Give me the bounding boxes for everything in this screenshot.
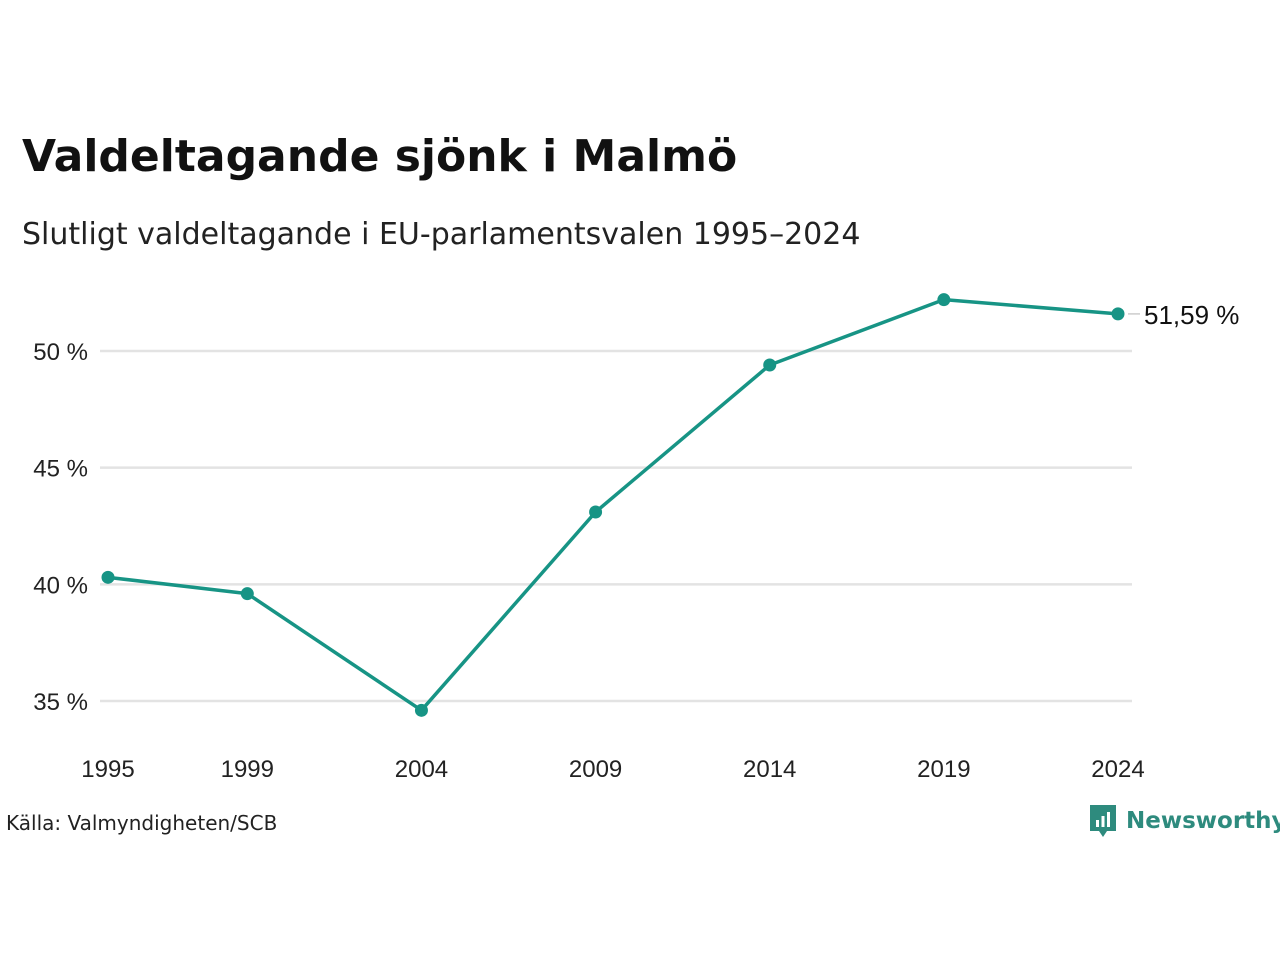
- data-point: [414, 703, 428, 717]
- y-tick-label: 40 %: [33, 572, 88, 599]
- end-value-label: 51,59 %: [1144, 300, 1239, 330]
- series: 51,59 %: [101, 293, 1239, 717]
- data-point: [240, 587, 254, 601]
- x-tick-label: 1995: [81, 756, 134, 783]
- brand-name: Newsworthy: [1126, 808, 1280, 834]
- x-axis-labels: 1995 1999 2004 2009 2014 2019 2024: [81, 756, 1144, 783]
- newsworthy-logo-icon: [1090, 805, 1116, 837]
- data-point: [937, 293, 951, 307]
- y-axis-labels: 35 % 40 % 45 % 50 %: [33, 339, 88, 716]
- data-point: [101, 570, 115, 584]
- data-point: [763, 358, 777, 372]
- data-point: [1111, 307, 1125, 321]
- x-tick-label: 2004: [395, 756, 448, 783]
- gridlines: [100, 349, 1132, 703]
- x-tick-label: 1999: [221, 756, 274, 783]
- y-tick-label: 35 %: [33, 689, 88, 716]
- x-tick-label: 2019: [917, 756, 970, 783]
- brand-logo: Newsworthy: [1088, 803, 1280, 839]
- x-tick-label: 2009: [569, 756, 622, 783]
- line-chart: 35 % 40 % 45 % 50 % 1995 1999 2004 2009 2014 201…: [33, 293, 1239, 783]
- y-tick-label: 45 %: [33, 456, 88, 483]
- data-point: [589, 505, 603, 519]
- x-tick-label: 2014: [743, 756, 796, 783]
- series-line: [107, 297, 1119, 713]
- x-tick-label: 2024: [1091, 756, 1144, 783]
- chart-subtitle: Slutligt valdeltagande i EU-parlamentsva…: [22, 217, 861, 252]
- chart-title: Valdeltagande sjönk i Malmö: [22, 131, 738, 182]
- source-note: Källa: Valmyndigheten/SCB: [6, 811, 278, 835]
- y-tick-label: 50 %: [33, 339, 88, 366]
